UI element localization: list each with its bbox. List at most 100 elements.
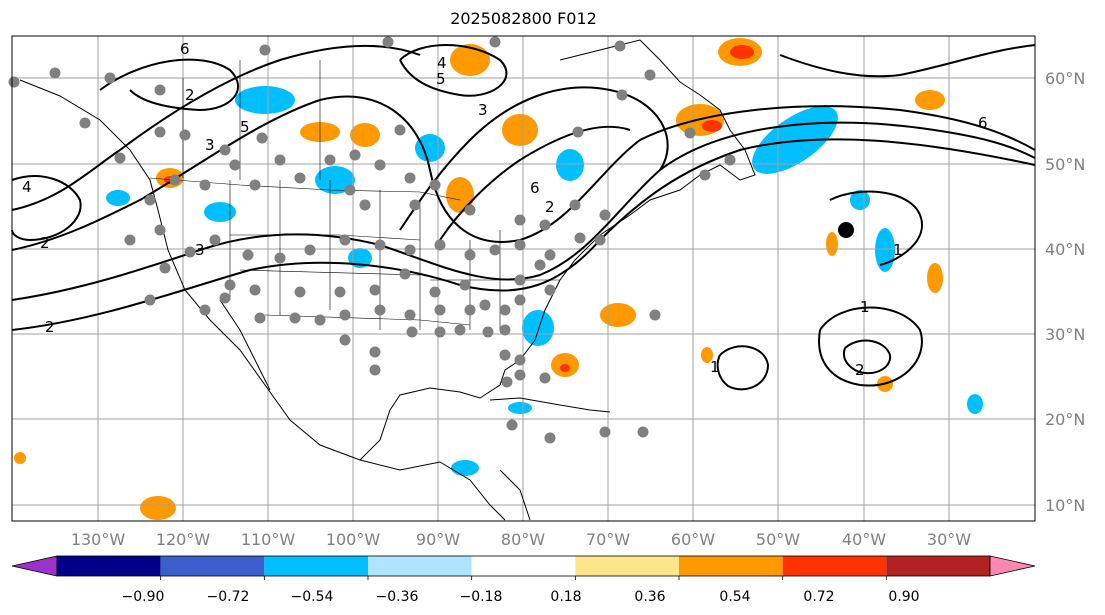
contour-label: 2	[545, 198, 555, 216]
station-dot	[501, 376, 513, 388]
station-dot	[219, 292, 231, 304]
colorbar-tick-labels: −0.90 −0.72 −0.54 −0.36 −0.18 0.18 0.36 …	[122, 589, 920, 605]
lon-label: 60°W	[671, 530, 715, 549]
station-dot	[314, 314, 326, 326]
contour-label: 5	[240, 118, 250, 136]
station-dot	[479, 299, 491, 311]
station-dots	[8, 36, 736, 444]
station-dot	[374, 304, 386, 316]
station-dot	[339, 309, 351, 321]
station-dot	[154, 84, 166, 96]
station-dot	[637, 426, 649, 438]
station-dot	[404, 172, 416, 184]
station-dot	[464, 304, 476, 316]
station-dot	[104, 72, 116, 84]
station-dot	[514, 354, 526, 366]
station-dot	[616, 89, 628, 101]
colorbar-tick-label: −0.72	[207, 589, 250, 605]
station-dot	[154, 126, 166, 138]
station-dot	[429, 286, 441, 298]
contour-label: 1	[710, 358, 720, 376]
contour-labels: 2 1 2 1 6 1 3 4 5 6 4 2 3 5 6 2 3 2	[22, 40, 988, 379]
station-dot	[169, 174, 181, 186]
contour-label: 3	[205, 136, 215, 154]
station-dot	[544, 432, 556, 444]
colorbar-tick-label: −0.18	[460, 589, 503, 605]
station-dot	[506, 419, 518, 431]
station-dot	[294, 172, 306, 184]
lon-label: 130°W	[71, 530, 126, 549]
station-dot	[124, 234, 136, 246]
colorbar-swatch	[57, 556, 161, 576]
station-dot	[8, 76, 20, 88]
station-dot	[369, 364, 381, 376]
lon-label: 120°W	[156, 530, 211, 549]
colorbar-extend-min	[11, 555, 58, 577]
station-dot	[724, 154, 736, 166]
colorbar-swatch	[575, 556, 679, 576]
station-dot	[249, 284, 261, 296]
station-dot	[499, 349, 511, 361]
station-dot	[254, 312, 266, 324]
contour-label: 1	[893, 241, 903, 259]
colorbar-swatch	[886, 556, 990, 576]
station-dot	[344, 184, 356, 196]
station-dot	[199, 304, 211, 316]
colorbar-swatch	[160, 556, 265, 576]
colorbar-extend-max	[989, 555, 1036, 577]
station-dot	[304, 244, 316, 256]
station-dot	[209, 234, 221, 246]
latitude-labels: 60°N 50°N 40°N 30°N 20°N 10°N	[1045, 69, 1085, 515]
map-title: 2025082800 F012	[450, 9, 597, 28]
colorbar-tick-label: 0.18	[550, 589, 581, 605]
lon-label: 80°W	[501, 530, 545, 549]
station-dot	[569, 199, 581, 211]
station-dot	[49, 67, 61, 79]
station-dot	[334, 286, 346, 298]
lat-label: 10°N	[1045, 496, 1085, 515]
map-frame	[11, 35, 1036, 522]
station-dot	[144, 294, 156, 306]
lon-label: 100°W	[326, 530, 381, 549]
station-dot	[544, 284, 556, 296]
station-dot	[219, 144, 231, 156]
station-dot	[539, 372, 551, 384]
station-dot	[539, 219, 551, 231]
station-dot	[79, 117, 91, 129]
colorbar-swatch	[679, 556, 783, 576]
station-dot	[406, 326, 418, 338]
station-dot	[249, 179, 261, 191]
station-dot	[454, 324, 466, 336]
station-dot	[409, 199, 421, 211]
lat-label: 30°N	[1045, 325, 1085, 344]
station-dot	[399, 268, 411, 280]
contour-label: 5	[436, 70, 446, 88]
station-dot	[464, 249, 476, 261]
station-dot	[572, 126, 584, 138]
station-dot	[404, 309, 416, 321]
contour-label: 2	[40, 234, 50, 252]
colorbar-tick-label: 0.72	[803, 589, 834, 605]
station-dot	[594, 234, 606, 246]
station-dot	[324, 154, 336, 166]
station-dot	[259, 44, 271, 56]
contour-label: 2	[45, 318, 55, 336]
lat-label: 60°N	[1045, 69, 1085, 88]
station-dot	[464, 204, 476, 216]
station-dot	[404, 244, 416, 256]
station-dot	[514, 239, 526, 251]
station-dot	[514, 294, 526, 306]
contour-label: 3	[478, 101, 488, 119]
station-dot	[499, 324, 511, 336]
contour-label: 1	[860, 298, 870, 316]
station-dot	[179, 129, 191, 141]
lon-label: 110°W	[241, 530, 296, 549]
station-dot	[144, 194, 156, 206]
colorbar-tick-label: 0.90	[888, 589, 919, 605]
lat-label: 40°N	[1045, 240, 1085, 259]
station-dot	[514, 214, 526, 226]
station-dot	[374, 239, 386, 251]
station-dot	[382, 36, 394, 48]
station-dot	[224, 279, 236, 291]
